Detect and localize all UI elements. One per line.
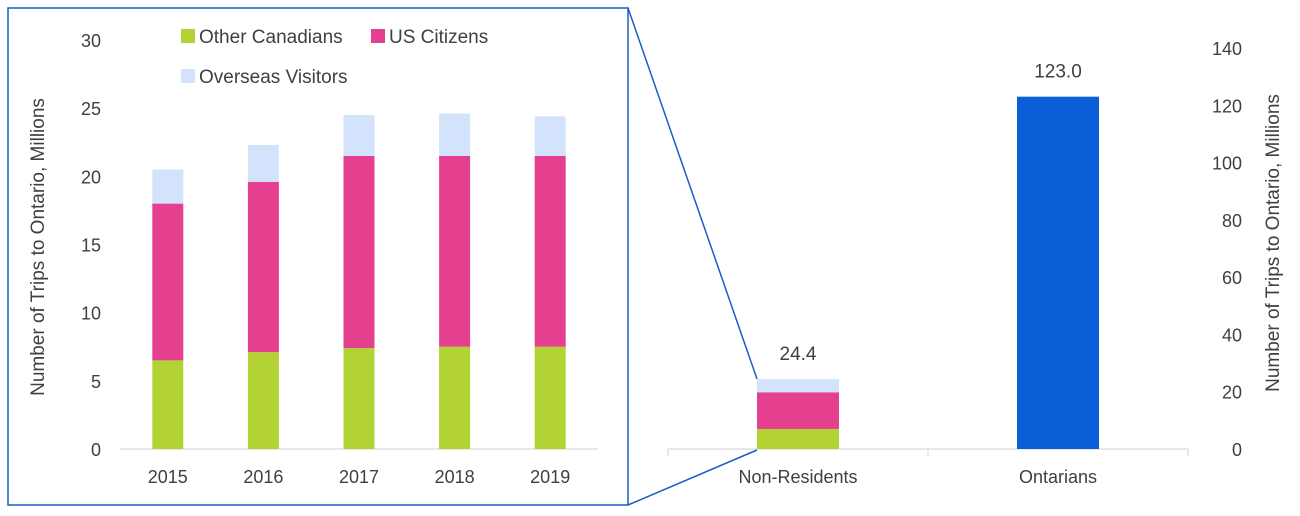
zoom-connector-top [627,7,758,380]
zoom-connector-bottom [627,449,758,506]
right-y-tick-label: 120 [1212,96,1242,116]
bar-overseas-visitors-2018 [439,113,471,156]
left-y-tick-label: 30 [81,31,101,51]
right-y-tick-label: 140 [1212,39,1242,59]
bar-other-canadians-2016 [247,352,279,449]
bar-ontarians-ontarians [1017,96,1099,449]
left-y-tick-label: 15 [81,236,101,256]
legend-swatch-other-canadians [181,29,195,43]
left-y-tick-label: 0 [91,440,101,460]
bar-us-citizens-2019 [534,155,566,347]
left-y-axis-title: Number of Trips to Ontario, Millions [28,98,49,396]
right-x-tick-label: Non-Residents [738,467,857,487]
right-y-tick-label: 60 [1222,268,1242,288]
legend-label-overseas-visitors: Overseas Visitors [199,67,348,88]
left-x-tick-label: 2016 [243,467,283,487]
left-x-tick-label: 2015 [148,467,188,487]
bar-other-canadians-non-residents [757,428,839,449]
right-y-axis-title: Number of Trips to Ontario, Millions [1263,94,1284,392]
legend: Other Canadians US Citizens Overseas Vis… [181,27,488,88]
legend-label-us-citizens: US Citizens [389,27,488,48]
total-data-label-ontarians: 123.0 [1034,62,1082,83]
left-y-tick-label: 5 [91,372,101,392]
right-y-tick-label: 0 [1232,440,1242,460]
total-data-label-non-residents: 24.4 [780,344,817,365]
bar-other-canadians-2015 [152,360,184,449]
bar-overseas-visitors-2017 [343,114,375,156]
left-x-tick-label: 2019 [530,467,570,487]
bar-other-canadians-2019 [534,346,566,449]
left-y-tick-label: 20 [81,167,101,187]
left-x-tick-label: 2017 [339,467,379,487]
right-y-tick-label: 100 [1212,154,1242,174]
bar-overseas-visitors-2019 [534,116,566,156]
bar-us-citizens-2017 [343,155,375,349]
left-stacked-bar-chart: 0 5 10 15 20 25 30 2015 2016 2017 2018 2019 [81,31,598,487]
legend-label-other-canadians: Other Canadians [199,27,343,48]
legend-swatch-overseas-visitors [181,69,195,83]
bar-us-citizens-2016 [247,181,279,353]
bar-other-canadians-2018 [439,346,471,449]
legend-swatch-us-citizens [371,29,385,43]
bar-us-citizens-non-residents [757,392,839,429]
left-y-tick-label: 25 [81,99,101,119]
zoom-frame [7,7,629,506]
bar-us-citizens-2018 [439,155,471,347]
right-y-tick-label: 80 [1222,211,1242,231]
bar-overseas-visitors-non-residents [757,379,839,393]
bar-other-canadians-2017 [343,348,375,449]
left-x-tick-label: 2018 [435,467,475,487]
right-y-tick-label: 40 [1222,325,1242,345]
bar-us-citizens-2015 [152,203,184,361]
right-bar-chart: 0 20 40 60 80 100 120 140 24.4 Non-Residents 123.0… [667,39,1242,487]
right-y-tick-label: 20 [1222,383,1242,403]
bar-overseas-visitors-2015 [152,169,184,204]
left-y-tick-label: 10 [81,304,101,324]
right-x-tick-label: Ontarians [1019,467,1097,487]
bar-overseas-visitors-2016 [247,144,279,182]
